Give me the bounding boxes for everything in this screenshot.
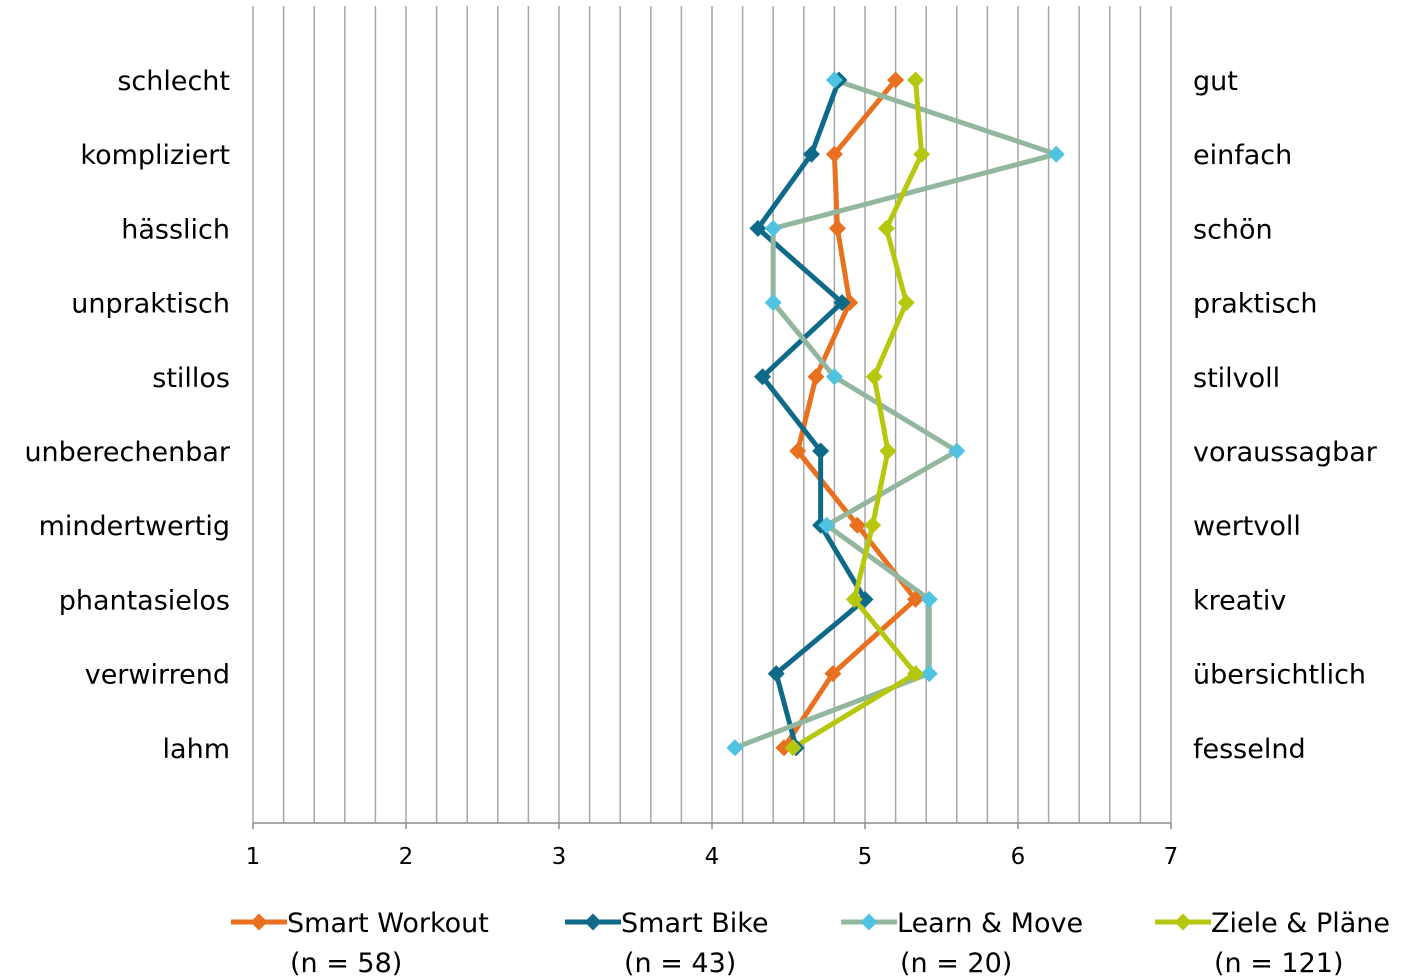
data-point bbox=[913, 145, 931, 163]
left-label: unpraktisch bbox=[71, 289, 230, 320]
data-point bbox=[764, 219, 782, 237]
legend-sample-size: (n = 58) bbox=[290, 948, 402, 979]
data-point bbox=[764, 294, 782, 312]
left-label: stillos bbox=[152, 363, 230, 394]
data-point bbox=[906, 71, 924, 89]
data-point bbox=[784, 739, 802, 757]
data-point bbox=[848, 516, 866, 534]
left-label: schlecht bbox=[117, 66, 230, 97]
data-point bbox=[920, 665, 938, 683]
plot-grid bbox=[252, 6, 1172, 829]
data-point bbox=[856, 590, 874, 608]
x-tick-label: 3 bbox=[552, 844, 567, 870]
left-label: phantasielos bbox=[59, 585, 230, 616]
data-point bbox=[825, 71, 843, 89]
data-point bbox=[825, 368, 843, 386]
data-point bbox=[726, 739, 744, 757]
x-tick-label: 6 bbox=[1011, 844, 1026, 870]
right-label: übersichtlich bbox=[1193, 660, 1366, 691]
right-label: stilvoll bbox=[1193, 363, 1280, 394]
x-axis-ticks: 1 2 3 4 5 6 7 bbox=[246, 844, 1179, 870]
left-label: lahm bbox=[163, 734, 230, 765]
legend-series-name: Smart Workout bbox=[287, 908, 489, 939]
right-label: fesselnd bbox=[1193, 734, 1306, 765]
x-tick-label: 4 bbox=[705, 844, 720, 870]
data-point bbox=[906, 590, 924, 608]
data-point bbox=[920, 590, 938, 608]
data-point bbox=[825, 145, 843, 163]
series-line bbox=[781, 78, 918, 750]
data-point bbox=[807, 368, 825, 386]
data-point bbox=[824, 665, 842, 683]
x-tick-label: 1 bbox=[246, 844, 261, 870]
series-lines bbox=[726, 71, 1065, 757]
data-point bbox=[818, 516, 836, 534]
legend-series-name: Learn & Move bbox=[897, 908, 1083, 939]
data-point bbox=[864, 516, 882, 534]
legend-sample-size: (n = 43) bbox=[624, 948, 736, 979]
legend-series-name: Ziele & Pläne bbox=[1211, 908, 1390, 939]
data-point bbox=[828, 219, 846, 237]
data-point bbox=[879, 442, 897, 460]
data-point bbox=[749, 219, 767, 237]
right-label: praktisch bbox=[1193, 289, 1318, 320]
left-label: kompliziert bbox=[80, 140, 230, 171]
series-line bbox=[791, 79, 925, 750]
data-point bbox=[906, 665, 924, 683]
left-label: unberechenbar bbox=[24, 437, 230, 468]
legend-marker bbox=[584, 913, 602, 931]
legend: Smart Workout (n = 58) Smart Bike (n = 43) L… bbox=[231, 908, 1390, 979]
x-tick-label: 7 bbox=[1164, 844, 1179, 870]
legend-marker bbox=[860, 913, 878, 931]
right-adjective-labels: gut einfach schön praktisch stilvoll voraussa… bbox=[1193, 66, 1378, 765]
data-point bbox=[775, 739, 793, 757]
data-point bbox=[897, 294, 915, 312]
data-point bbox=[845, 590, 863, 608]
x-tick-label: 2 bbox=[399, 844, 414, 870]
data-point bbox=[877, 219, 895, 237]
data-point bbox=[802, 145, 820, 163]
right-label: schön bbox=[1193, 214, 1273, 245]
data-point bbox=[865, 368, 883, 386]
legend-marker bbox=[250, 913, 268, 931]
data-point bbox=[948, 442, 966, 460]
data-point bbox=[789, 442, 807, 460]
right-label: einfach bbox=[1193, 140, 1292, 171]
data-point bbox=[887, 71, 905, 89]
left-label: verwirrend bbox=[85, 660, 230, 691]
right-label: wertvoll bbox=[1193, 511, 1301, 542]
left-adjective-labels: schlecht kompliziert hässlich unpraktisch st… bbox=[24, 66, 230, 765]
right-label: gut bbox=[1193, 66, 1238, 97]
legend-series-name: Smart Bike bbox=[621, 908, 769, 939]
x-tick-label: 5 bbox=[858, 844, 873, 870]
legend-sample-size: (n = 121) bbox=[1214, 948, 1344, 979]
data-point bbox=[1047, 145, 1065, 163]
right-label: kreativ bbox=[1193, 585, 1286, 616]
left-label: mindertwertig bbox=[39, 511, 230, 542]
series-line bbox=[734, 77, 1059, 751]
left-label: hässlich bbox=[121, 214, 230, 245]
data-point bbox=[833, 294, 851, 312]
legend-sample-size: (n = 20) bbox=[900, 948, 1012, 979]
data-point bbox=[767, 665, 785, 683]
legend-marker bbox=[1174, 913, 1192, 931]
series-line bbox=[755, 79, 868, 749]
data-point bbox=[753, 368, 771, 386]
right-label: voraussagbar bbox=[1193, 437, 1378, 468]
data-point bbox=[812, 442, 830, 460]
